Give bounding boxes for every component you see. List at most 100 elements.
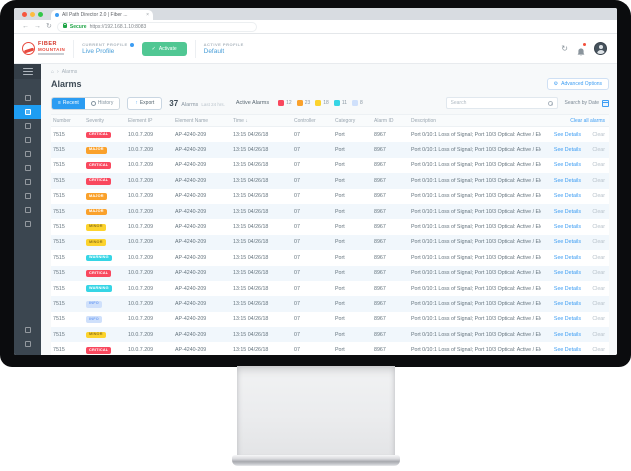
col-number[interactable]: Number bbox=[53, 117, 71, 124]
clear-link[interactable]: Clear bbox=[592, 316, 605, 323]
sidebar-item-6[interactable] bbox=[14, 161, 41, 175]
cell-number: 7515 bbox=[53, 147, 65, 154]
severity-badge: CRITICAL bbox=[86, 270, 112, 277]
home-icon[interactable]: ⌂ bbox=[51, 69, 55, 75]
table-row[interactable]: 7515 INFO 10.0.7.209 AP-4240-209 13:15 0… bbox=[51, 296, 609, 312]
current-profile-value[interactable]: Live Profile bbox=[82, 48, 115, 55]
table-row[interactable]: 7515 WARNING 10.0.7.209 AP-4240-209 13:1… bbox=[51, 280, 609, 297]
clear-link[interactable]: Clear bbox=[592, 254, 605, 261]
table-row[interactable]: 7515 WARNING 10.0.7.209 AP-4240-209 13:1… bbox=[51, 250, 609, 266]
recent-button[interactable]: ≡ Recent bbox=[52, 97, 85, 109]
clear-all-alarms-link[interactable]: Clear all alarms bbox=[570, 117, 605, 124]
maximize-window-icon[interactable] bbox=[38, 12, 43, 17]
see-details-link[interactable]: See Details bbox=[553, 177, 581, 184]
clear-link[interactable]: Clear bbox=[592, 162, 605, 169]
check-icon: ✓ bbox=[151, 45, 156, 52]
sidebar-item-bottom-2[interactable] bbox=[14, 337, 41, 351]
clear-link[interactable]: Clear bbox=[592, 331, 605, 338]
breadcrumb-page[interactable]: Alarms bbox=[61, 69, 78, 75]
export-button[interactable]: ↑ Export bbox=[127, 96, 163, 110]
history-button[interactable]: History bbox=[84, 97, 120, 109]
col-category[interactable]: Category bbox=[335, 117, 356, 124]
clear-link[interactable]: Clear bbox=[592, 131, 605, 138]
search-input[interactable] bbox=[450, 100, 545, 106]
url-box[interactable]: Secure https://192.168.1.10:8083 bbox=[56, 21, 257, 32]
notifications-bell-icon[interactable] bbox=[577, 43, 586, 56]
sidebar-item-7[interactable] bbox=[14, 175, 41, 189]
sidebar-item-8[interactable] bbox=[14, 189, 41, 203]
info-icon[interactable] bbox=[129, 42, 134, 47]
sidebar-item-9[interactable] bbox=[14, 203, 41, 217]
sidebar-item-10[interactable] bbox=[14, 217, 41, 231]
clear-link[interactable]: Clear bbox=[592, 300, 605, 307]
see-details-link[interactable]: See Details bbox=[553, 254, 581, 261]
see-details-link[interactable]: See Details bbox=[553, 316, 581, 323]
table-row[interactable]: 7515 CRITICAL 10.0.7.209 AP-4240-209 13:… bbox=[51, 157, 609, 174]
col-element-name[interactable]: Element Name bbox=[175, 117, 209, 124]
see-details-link[interactable]: See Details bbox=[553, 300, 581, 307]
col-time[interactable]: Time ↓ bbox=[233, 117, 248, 124]
menu-hamburger-icon[interactable] bbox=[14, 64, 41, 79]
table-row[interactable]: 7515 MAJOR 10.0.7.209 AP-4240-209 13:15 … bbox=[51, 188, 609, 204]
see-details-link[interactable]: See Details bbox=[553, 347, 581, 354]
table-row[interactable]: 7515 CRITICAL 10.0.7.209 AP-4240-209 13:… bbox=[51, 342, 609, 355]
see-details-link[interactable]: See Details bbox=[553, 285, 581, 292]
see-details-link[interactable]: See Details bbox=[553, 224, 581, 231]
cell-controller: 07 bbox=[294, 316, 300, 323]
sidebar-item-alarms[interactable] bbox=[14, 105, 41, 119]
see-details-link[interactable]: See Details bbox=[553, 193, 581, 200]
clear-link[interactable]: Clear bbox=[592, 224, 605, 231]
see-details-link[interactable]: See Details bbox=[553, 131, 581, 138]
sidebar-item-1[interactable] bbox=[14, 91, 41, 105]
col-severity[interactable]: Severity bbox=[86, 117, 105, 124]
back-icon[interactable]: ← bbox=[22, 23, 29, 30]
clear-link[interactable]: Clear bbox=[592, 193, 605, 200]
table-row[interactable]: 7515 INFO 10.0.7.209 AP-4240-209 13:15 0… bbox=[51, 311, 609, 328]
refresh-icon[interactable]: ↻ bbox=[561, 43, 568, 53]
table-row[interactable]: 7515 CRITICAL 10.0.7.209 AP-4240-209 13:… bbox=[51, 265, 609, 281]
see-details-link[interactable]: See Details bbox=[553, 239, 581, 246]
sidebar-item-3[interactable] bbox=[14, 119, 41, 133]
close-window-icon[interactable] bbox=[22, 12, 27, 17]
see-details-link[interactable]: See Details bbox=[553, 147, 581, 154]
see-details-link[interactable]: See Details bbox=[553, 331, 581, 338]
sidebar-item-bottom-1[interactable] bbox=[14, 323, 41, 337]
user-avatar[interactable] bbox=[594, 42, 607, 55]
table-row[interactable]: 7515 MINOR 10.0.7.209 AP-4240-209 13:15 … bbox=[51, 234, 609, 251]
advanced-options-button[interactable]: ⚙ Advanced Options bbox=[546, 78, 609, 90]
table-row[interactable]: 7515 MAJOR 10.0.7.209 AP-4240-209 13:15 … bbox=[51, 203, 609, 220]
clear-link[interactable]: Clear bbox=[592, 147, 605, 154]
active-profile-value[interactable]: Default bbox=[203, 48, 225, 55]
table-row[interactable]: 7515 CRITICAL 10.0.7.209 AP-4240-209 13:… bbox=[51, 173, 609, 189]
browser-tab[interactable]: All Path Director 2.0 | Fiber ... × bbox=[51, 10, 153, 20]
col-alarm-id[interactable]: Alarm ID bbox=[374, 117, 394, 124]
table-row[interactable]: 7515 CRITICAL 10.0.7.209 AP-4240-209 13:… bbox=[51, 127, 609, 143]
sidebar-item-4[interactable] bbox=[14, 133, 41, 147]
activate-button[interactable]: ✓ Activate bbox=[141, 41, 187, 56]
severity-badge: CRITICAL bbox=[86, 131, 112, 139]
clear-link[interactable]: Clear bbox=[592, 347, 605, 354]
cell-description: Port 0/10:1 Loss of Signal; Port 10/3 Op… bbox=[411, 254, 541, 261]
table-row[interactable]: 7515 MINOR 10.0.7.209 AP-4240-209 13:15 … bbox=[51, 327, 609, 343]
clear-link[interactable]: Clear bbox=[592, 239, 605, 246]
see-details-link[interactable]: See Details bbox=[553, 162, 581, 169]
search-by-date-button[interactable]: Search by Date bbox=[565, 99, 609, 107]
table-row[interactable]: 7515 MINOR 10.0.7.209 AP-4240-209 13:15 … bbox=[51, 219, 609, 235]
see-details-link[interactable]: See Details bbox=[553, 270, 581, 277]
col-controller[interactable]: Controller bbox=[294, 117, 316, 124]
see-details-link[interactable]: See Details bbox=[553, 208, 581, 215]
tab-close-icon[interactable]: × bbox=[146, 12, 149, 18]
forward-icon[interactable]: → bbox=[34, 23, 41, 30]
reload-icon[interactable]: ↻ bbox=[46, 23, 52, 30]
clear-link[interactable]: Clear bbox=[592, 208, 605, 215]
window-controls[interactable] bbox=[22, 12, 43, 17]
search-box[interactable] bbox=[445, 97, 558, 109]
clear-link[interactable]: Clear bbox=[592, 285, 605, 292]
col-description[interactable]: Description bbox=[411, 117, 437, 124]
clear-link[interactable]: Clear bbox=[592, 270, 605, 277]
col-element-ip[interactable]: Element IP bbox=[128, 117, 153, 124]
table-row[interactable]: 7515 MAJOR 10.0.7.209 AP-4240-209 13:15 … bbox=[51, 142, 609, 158]
clear-link[interactable]: Clear bbox=[592, 177, 605, 184]
sidebar-item-5[interactable] bbox=[14, 147, 41, 161]
minimize-window-icon[interactable] bbox=[30, 12, 35, 17]
